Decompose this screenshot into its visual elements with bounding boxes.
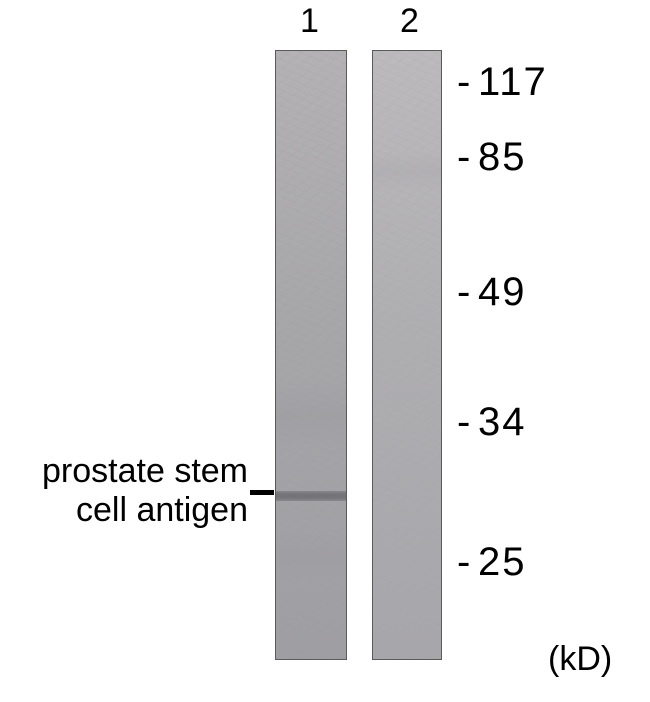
- mw-tick-dash: -: [457, 60, 470, 105]
- antigen-label: prostate stem cell antigen: [42, 452, 248, 530]
- lane2-number: 2: [400, 2, 419, 41]
- mw-tick-dash: -: [457, 400, 470, 445]
- kd-unit-label: (kD): [548, 640, 612, 679]
- lane2-faint-smear: [373, 151, 441, 191]
- mw-tick-dash: -: [457, 135, 470, 180]
- mw-tick-dash: -: [457, 540, 470, 585]
- mw-label-117: 117: [478, 60, 548, 105]
- mw-label-85: 85: [478, 135, 527, 180]
- mw-tick-dash: -: [457, 270, 470, 315]
- antigen-line1: prostate stem: [42, 452, 248, 490]
- lane1-smear-upper: [276, 381, 346, 451]
- antigen-line2: cell antigen: [76, 491, 248, 529]
- lane1-number: 1: [300, 2, 319, 41]
- mw-label-34: 34: [478, 400, 527, 445]
- mw-label-49: 49: [478, 270, 527, 315]
- lane-2: [372, 50, 442, 660]
- lane1-smear-lower: [276, 531, 346, 581]
- mw-label-25: 25: [478, 540, 527, 585]
- antigen-tick: [250, 490, 274, 495]
- blot-figure: 1 2 -117-85-49-34-25 (kD) prostate stem …: [0, 0, 650, 702]
- lane1-main-band: [276, 491, 346, 501]
- lane-1: [275, 50, 347, 660]
